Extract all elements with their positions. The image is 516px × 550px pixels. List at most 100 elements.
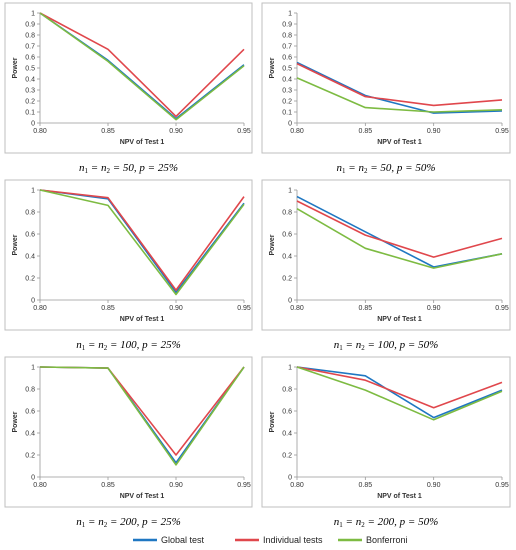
legend-label: Individual tests (263, 535, 323, 545)
series-line-global-test (296, 61, 503, 114)
y-tick-label: 0.1 (25, 110, 35, 117)
y-tick-label: 0.9 (282, 22, 292, 29)
x-tick-label: 0.90 (427, 128, 441, 135)
legend-item-individual-tests: Individual tests (235, 535, 323, 545)
y-tick-label: 0.4 (282, 431, 292, 438)
y-tick-label: 0.6 (282, 55, 292, 62)
x-axis-title: NPV of Test 1 (120, 139, 165, 146)
x-axis-title: NPV of Test 1 (377, 493, 422, 500)
series-line-bonferroni (39, 366, 245, 466)
chart-caption: n1​ = n2​ = 200, p = 50% (334, 516, 438, 529)
x-axis-title: NPV of Test 1 (120, 493, 165, 500)
x-tick-label: 0.85 (101, 482, 115, 489)
y-tick-label: 0.2 (25, 99, 35, 106)
chart-panel-4: 0 0.2 0.4 0.6 0.8 1 0.80 0.85 0.90 0.95 NPV of Tes… (261, 179, 511, 352)
y-tick-label: 0.2 (282, 99, 292, 106)
y-tick-label: 0.6 (282, 232, 292, 239)
x-axis-title: NPV of Test 1 (120, 316, 165, 323)
y-tick-label: 0.8 (282, 210, 292, 217)
y-tick-label: 0 (31, 298, 35, 305)
y-tick-label: 0.2 (282, 453, 292, 460)
legend-label: Bonferroni (366, 535, 408, 545)
x-axis-title: NPV of Test 1 (377, 316, 422, 323)
x-tick-label: 0.80 (290, 128, 304, 135)
chart-panel-2: 0 0.1 0.2 0.3 0.4 0.5 0.6 0.7 0.8 0.9 1 0.80 0.85 0.9… (261, 2, 511, 175)
series-line-bonferroni (296, 77, 503, 113)
x-tick-label: 0.85 (359, 128, 373, 135)
x-tick-label: 0.85 (101, 128, 115, 135)
y-tick-label: 1 (31, 188, 35, 195)
y-tick-label: 0 (288, 475, 292, 482)
y-tick-label: 0.8 (25, 387, 35, 394)
x-tick-label: 0.95 (237, 305, 251, 312)
y-tick-label: 0.2 (25, 453, 35, 460)
y-tick-label: 0.6 (282, 409, 292, 416)
y-tick-label: 0.8 (282, 33, 292, 40)
y-axis-title: Power (12, 234, 19, 255)
x-tick-label: 0.85 (359, 482, 373, 489)
series-line-bonferroni (39, 12, 245, 121)
series-line-individual-tests (296, 62, 503, 107)
y-tick-label: 0.5 (282, 66, 292, 73)
series-line-individual-tests (296, 200, 503, 258)
y-tick-label: 0.9 (25, 22, 35, 29)
x-tick-label: 0.80 (33, 482, 47, 489)
x-axis-title: NPV of Test 1 (377, 139, 422, 146)
y-tick-label: 0.6 (25, 232, 35, 239)
y-tick-label: 0.3 (282, 88, 292, 95)
x-tick-label: 0.90 (169, 482, 183, 489)
legend-label: Global test (161, 535, 205, 545)
y-tick-label: 0.4 (282, 254, 292, 261)
chart-panel-3: 0 0.2 0.4 0.6 0.8 1 0.80 0.85 0.90 0.95 NPV of Tes… (4, 179, 253, 352)
x-tick-label: 0.95 (237, 128, 251, 135)
y-tick-label: 0.4 (25, 431, 35, 438)
series-line-individual-tests (39, 189, 245, 291)
x-tick-label: 0.90 (169, 305, 183, 312)
y-tick-label: 0.6 (25, 55, 35, 62)
x-tick-label: 0.90 (169, 128, 183, 135)
y-tick-label: 1 (31, 11, 35, 18)
x-tick-label: 0.95 (237, 482, 251, 489)
x-tick-label: 0.85 (101, 305, 115, 312)
y-tick-label: 0.1 (282, 110, 292, 117)
series-line-global-test (296, 366, 503, 419)
legend: Global test Individual tests Bonferroni (133, 535, 408, 545)
chart-caption: n1​ = n2​ = 50, p = 50% (337, 162, 436, 175)
panel-frame (4, 179, 253, 331)
series-line-bonferroni (296, 208, 503, 269)
x-tick-label: 0.90 (427, 305, 441, 312)
y-axis-title: Power (269, 57, 276, 78)
x-tick-label: 0.80 (290, 482, 304, 489)
y-tick-label: 1 (31, 365, 35, 372)
y-tick-label: 0.4 (25, 77, 35, 84)
y-tick-label: 0 (288, 298, 292, 305)
y-axis-title: Power (269, 411, 276, 432)
x-tick-label: 0.95 (495, 128, 509, 135)
y-tick-label: 0 (31, 475, 35, 482)
y-tick-label: 0.8 (282, 387, 292, 394)
panel-frame (261, 356, 511, 508)
y-tick-label: 0.2 (282, 276, 292, 283)
y-tick-label: 1 (288, 11, 292, 18)
chart-panel-6: 0 0.2 0.4 0.6 0.8 1 0.80 0.85 0.90 0.95 NPV of Tes… (261, 356, 511, 529)
chart-caption: n1​ = n2​ = 100, p = 25% (76, 339, 180, 352)
y-tick-label: 0.4 (25, 254, 35, 261)
x-tick-label: 0.80 (33, 305, 47, 312)
legend-item-bonferroni: Bonferroni (338, 535, 408, 545)
chart-panel-5: 0 0.2 0.4 0.6 0.8 1 0.80 0.85 0.90 0.95 NPV of Tes… (4, 356, 253, 529)
chart-panel-1: 0 0.1 0.2 0.3 0.4 0.5 0.6 0.7 0.8 0.9 1 0.80 0.85 0.9… (4, 2, 253, 175)
y-tick-label: 0.7 (25, 44, 35, 51)
y-tick-label: 0.8 (25, 33, 35, 40)
chart-caption: n1​ = n2​ = 100, p = 50% (334, 339, 438, 352)
series-line-individual-tests (296, 366, 503, 409)
y-tick-label: 0.6 (25, 409, 35, 416)
y-tick-label: 0.5 (25, 66, 35, 73)
y-tick-label: 0.4 (282, 77, 292, 84)
y-tick-label: 1 (288, 188, 292, 195)
series-line-bonferroni (39, 189, 245, 296)
y-tick-label: 0.7 (282, 44, 292, 51)
y-tick-label: 1 (288, 365, 292, 372)
y-axis-title: Power (269, 234, 276, 255)
x-tick-label: 0.95 (495, 305, 509, 312)
